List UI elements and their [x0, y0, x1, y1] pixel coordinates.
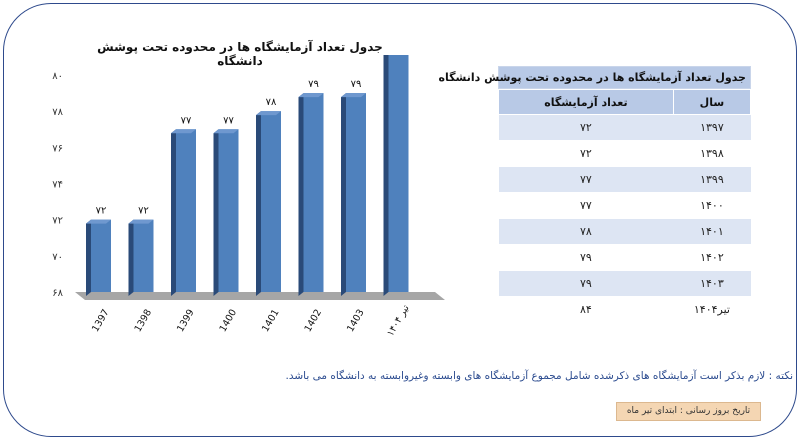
y-tick-label: ۷۲: [52, 216, 63, 227]
data-label: ۷۲: [138, 206, 149, 217]
cell-year: ۱۴۰۳: [673, 270, 751, 297]
table-row: ۸۴ تیر۱۴۰۴: [498, 296, 751, 322]
cell-year: ۱۴۰۲: [673, 244, 751, 271]
data-label: ۷۲: [96, 206, 107, 217]
cell-count: ۷۹: [498, 270, 674, 297]
data-label: ۷۷: [223, 115, 234, 126]
cell-count: ۷۲: [498, 114, 674, 141]
bar-side: [128, 219, 134, 296]
data-label: ۷۸: [266, 97, 277, 108]
table-row: ۷۲ ۱۳۹۸: [498, 140, 751, 167]
footnote: نکته : لازم بذکر است آزمایشگاه های ذکرشد…: [285, 370, 793, 382]
bar-side: [213, 129, 219, 296]
bar: [91, 219, 111, 292]
bar-side: [86, 219, 91, 296]
data-label: ۷۹: [351, 79, 362, 90]
table-row: ۷۲ ۱۳۹۷: [498, 114, 751, 141]
bar: [218, 129, 239, 292]
cell-count: ۷۷: [498, 192, 674, 219]
bar-top: [256, 111, 281, 116]
bar-side: [298, 93, 304, 296]
header-count: تعداد آزمایشگاه: [498, 89, 674, 115]
x-tick-label: 1401: [260, 308, 282, 334]
bar-top: [298, 93, 324, 98]
x-tick-label: 1402: [303, 308, 325, 334]
bar-side: [171, 129, 176, 296]
cell-count: ۷۷: [498, 166, 674, 193]
table-title: جدول تعداد آزمایشگاه ها در محدوده تحت پو…: [439, 66, 751, 89]
data-label: ۷۹: [308, 79, 319, 90]
y-tick-label: ۸۰: [52, 71, 63, 82]
chart-title: جدول تعداد آزمایشگاه ها در محدوده تحت پو…: [97, 40, 383, 68]
cell-year: ۱۳۹۹: [673, 166, 751, 193]
bar: [303, 93, 324, 292]
y-tick-label: ۷۴: [52, 180, 63, 191]
table-row: ۷۹ ۱۴۰۳: [498, 270, 751, 297]
chart-floor: [75, 292, 445, 300]
x-tick-label: 1403: [345, 308, 367, 334]
bar: [388, 55, 409, 293]
bar: [346, 93, 366, 292]
table-row: ۷۷ ۱۴۰۰: [498, 192, 751, 219]
bar-top: [213, 129, 239, 134]
bar-side: [256, 111, 261, 296]
cell-year: ۱۳۹۸: [673, 140, 751, 167]
update-date-badge: تاریخ بروز رسانی : ابتدای تیر ماه: [616, 402, 761, 421]
y-tick-label: ۷۶: [52, 143, 63, 154]
bar-top: [341, 93, 366, 98]
table-row: ۷۸ ۱۴۰۱: [498, 218, 751, 245]
x-tick-label: 1400: [218, 308, 240, 334]
bar-chart: ۶۸ ۷۰ ۷۲ ۷۴ ۷۶ ۷۸ ۸۰ ۷۲ 1397 ۷۲ 1398 ۷۷ 1399 ۷۷ 1400 ۷۸…: [52, 55, 445, 338]
cell-count: ۸۴: [498, 296, 674, 322]
lab-count-table: جدول تعداد آزمایشگاه ها در محدوده تحت پو…: [439, 66, 752, 322]
bar-side: [383, 55, 389, 296]
cell-count: ۷۸: [498, 218, 674, 245]
table-row: ۷۹ ۱۴۰۲: [498, 244, 751, 271]
data-label: ۷۷: [181, 115, 192, 126]
cell-year: تیر۱۴۰۴: [673, 296, 751, 322]
x-tick-label: تیر ۱۴۰۴: [385, 303, 412, 338]
bar-top: [171, 129, 196, 134]
cell-count: ۷۲: [498, 140, 674, 167]
bar-top: [86, 219, 111, 224]
x-tick-label: 1398: [133, 308, 155, 334]
bar-side: [341, 93, 346, 296]
bar: [176, 129, 196, 292]
cell-year: ۱۳۹۷: [673, 114, 751, 141]
y-tick-label: ۷۰: [52, 252, 63, 263]
header-year: سال: [672, 89, 752, 115]
y-tick-label: ۷۸: [52, 107, 63, 118]
x-tick-label: 1399: [175, 308, 197, 334]
cell-year: ۱۴۰۰: [673, 192, 751, 219]
cell-year: ۱۴۰۱: [673, 218, 751, 245]
y-tick-label: ۶۸: [52, 288, 63, 299]
bar-top: [128, 219, 154, 224]
bar: [261, 111, 281, 292]
x-tick-label: 1397: [90, 308, 112, 334]
bar: [133, 219, 154, 292]
table-row: ۷۷ ۱۳۹۹: [498, 166, 751, 193]
cell-count: ۷۹: [498, 244, 674, 271]
